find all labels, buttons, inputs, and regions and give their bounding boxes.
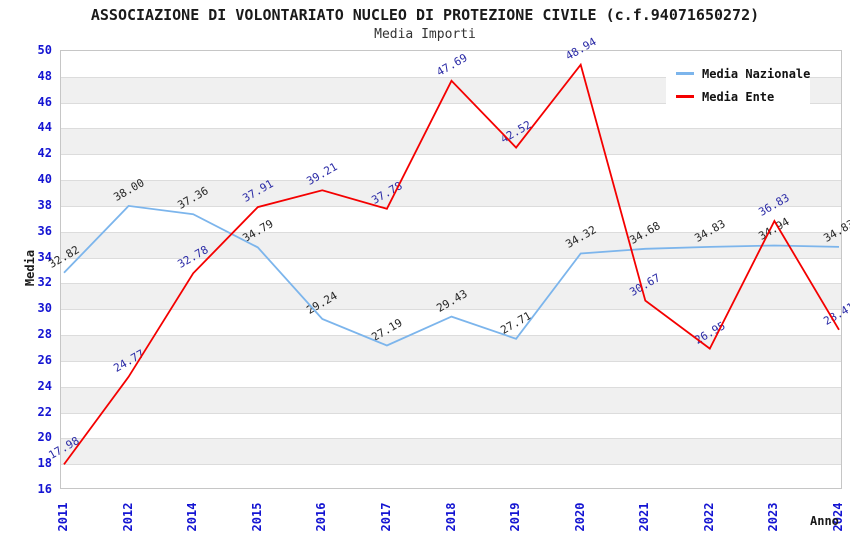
x-tick-label: 2019 bbox=[508, 502, 523, 532]
grid-band bbox=[61, 386, 841, 413]
gridline bbox=[61, 180, 841, 182]
y-tick-label: 16 bbox=[37, 482, 52, 496]
y-tick-label: 36 bbox=[37, 223, 52, 238]
grid-band bbox=[61, 180, 841, 206]
gridline bbox=[61, 412, 841, 414]
x-tick-label: 2021 bbox=[637, 502, 652, 532]
x-tick-label: 2015 bbox=[249, 502, 264, 532]
legend: Media Nazionale Media Ente bbox=[666, 57, 810, 114]
gridline bbox=[61, 205, 841, 207]
y-tick-label: 38 bbox=[37, 197, 52, 212]
grid-band bbox=[61, 231, 841, 258]
plot-area: 32.82 38.00 37.36 34.79 29.24 27.19 29.43 27.71… bbox=[46, 35, 850, 489]
x-tick-label: 2011 bbox=[56, 502, 70, 532]
y-tick-label: 48 bbox=[37, 68, 52, 83]
x-tick-label: 2020 bbox=[572, 502, 587, 532]
gridline bbox=[61, 283, 841, 285]
y-tick-label: 34 bbox=[37, 249, 52, 264]
y-tick-label: 32 bbox=[37, 275, 52, 290]
y-tick-label: 26 bbox=[37, 352, 52, 367]
x-tick-label: 2022 bbox=[701, 502, 716, 532]
gridline bbox=[61, 102, 841, 104]
gridline bbox=[61, 257, 841, 259]
y-tick-label: 28 bbox=[37, 327, 52, 342]
x-tick-label: 2016 bbox=[314, 502, 329, 532]
gridline bbox=[61, 335, 841, 337]
y-tick-label: 40 bbox=[37, 172, 52, 187]
chart-title: ASSOCIAZIONE DI VOLONTARIATO NUCLEO DI P… bbox=[90, 6, 760, 24]
grid-band bbox=[61, 438, 841, 465]
series-line-ente bbox=[63, 62, 840, 465]
gridline bbox=[61, 154, 841, 156]
y-tick-label: 24 bbox=[37, 378, 52, 393]
gridline bbox=[61, 76, 841, 78]
gridline bbox=[61, 464, 841, 466]
y-tick-label: 46 bbox=[37, 94, 52, 109]
grid-band bbox=[61, 128, 841, 155]
gridline bbox=[61, 128, 841, 130]
y-tick-label: 42 bbox=[37, 146, 52, 161]
y-tick-label: 22 bbox=[37, 404, 52, 419]
x-tick-label: 2012 bbox=[120, 502, 135, 532]
y-tick-label: 44 bbox=[37, 120, 52, 135]
legend-item-media-nazionale: Media Nazionale bbox=[676, 62, 810, 85]
legend-item-media-ente: Media Ente bbox=[676, 85, 802, 108]
legend-label: Media Ente bbox=[702, 89, 775, 104]
x-tick-label: 2018 bbox=[443, 502, 458, 532]
grid-band bbox=[61, 283, 841, 310]
series-lines bbox=[63, 62, 840, 465]
gridline bbox=[61, 438, 841, 440]
y-tick-label: 30 bbox=[37, 301, 52, 316]
chart-subtitle: Media Importi bbox=[374, 27, 476, 42]
series-line-nazionale bbox=[63, 204, 840, 347]
x-tick-label: 2017 bbox=[378, 502, 393, 532]
x-tick-label: 2023 bbox=[766, 502, 781, 532]
y-tick-label: 50 bbox=[37, 43, 52, 57]
x-axis-title: Anno bbox=[810, 514, 839, 528]
x-tick-label: 2014 bbox=[185, 502, 200, 532]
legend-swatch-icon bbox=[676, 95, 694, 98]
y-tick-label: 20 bbox=[37, 430, 52, 445]
gridline bbox=[61, 309, 841, 311]
gridline bbox=[61, 360, 841, 362]
gridline bbox=[61, 386, 841, 388]
legend-label: Media Nazionale bbox=[702, 66, 811, 81]
gridline bbox=[61, 231, 841, 233]
y-tick-label: 18 bbox=[37, 456, 52, 471]
legend-swatch-icon bbox=[676, 72, 694, 75]
